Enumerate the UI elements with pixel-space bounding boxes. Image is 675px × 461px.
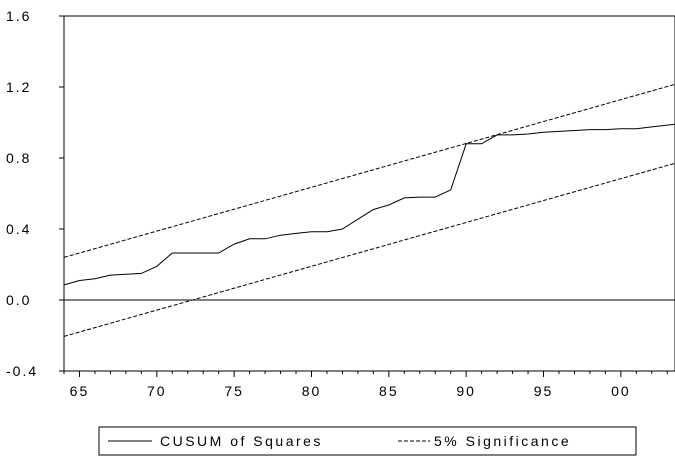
y-tick-label: 1.2: [6, 79, 31, 95]
y-tick-label: 0.8: [6, 150, 31, 166]
upper-significance-line: [63, 83, 675, 258]
plot-frame: [63, 15, 675, 372]
legend-box: [98, 426, 637, 456]
x-tick-label: 70: [147, 383, 167, 399]
legend-label-cusum: CUSUM of Squares: [160, 433, 323, 449]
x-tick-label: 65: [70, 383, 90, 399]
legend: CUSUM of Squares 5% Significance: [98, 426, 637, 456]
legend-label-significance: 5% Significance: [434, 433, 571, 449]
x-tick-label: 90: [456, 383, 476, 399]
y-tick-label: 0.0: [6, 292, 31, 308]
x-tick-label: 85: [379, 383, 399, 399]
x-tick-label: 95: [534, 383, 554, 399]
y-tick-label: -0.4: [6, 363, 38, 379]
cusum-squares-line: [63, 123, 675, 286]
plot-area: [63, 15, 675, 372]
axis-ticks: -0.4 0.0 0.4 0.8 1.2 1.6 65 70 75 80 85 90 95 00: [6, 8, 668, 399]
y-tick-label: 1.6: [6, 8, 31, 24]
lower-significance-line: [63, 162, 675, 337]
x-tick-label: 75: [224, 383, 244, 399]
x-tick-label: 00: [611, 383, 631, 399]
x-tick-label: 80: [302, 383, 322, 399]
y-tick-label: 0.4: [6, 221, 31, 237]
